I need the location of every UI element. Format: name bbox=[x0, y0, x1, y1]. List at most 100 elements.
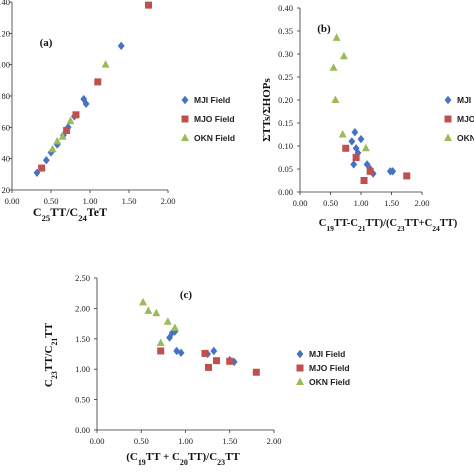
legend-marker-okn bbox=[181, 133, 189, 141]
data-point-mjo bbox=[205, 363, 213, 371]
data-point-mjo bbox=[201, 349, 209, 357]
x-tick-label: 1.00 bbox=[354, 198, 369, 208]
data-point-mji bbox=[210, 346, 218, 356]
data-point-okn bbox=[139, 297, 148, 306]
data-point-okn bbox=[144, 306, 153, 314]
x-tick-label: 1.00 bbox=[178, 436, 193, 446]
y-tick-label: 2.00 bbox=[75, 303, 90, 313]
data-point-okn bbox=[101, 60, 110, 68]
data-point-okn bbox=[361, 143, 370, 152]
x-tick-label: 0.00 bbox=[293, 198, 308, 208]
data-point-mji bbox=[33, 168, 41, 177]
legend-marker-okn bbox=[444, 133, 452, 141]
y-tick-label: 0.00 bbox=[75, 425, 90, 435]
y-tick-label: 120 bbox=[0, 28, 10, 38]
y-tick-label: 0.25 bbox=[278, 72, 293, 82]
x-tick-label: 2.00 bbox=[161, 196, 176, 206]
data-point-mji bbox=[173, 346, 181, 356]
y-tick-label: 0.50 bbox=[75, 395, 90, 405]
data-point-okn bbox=[58, 132, 67, 140]
y-tick-label: 0.00 bbox=[278, 187, 293, 197]
legend-label: MJI Field bbox=[457, 95, 474, 105]
data-point-okn bbox=[329, 63, 338, 71]
y-axis-title: ΣTTs/ΣHOPs bbox=[261, 78, 273, 142]
legend-label: OKN Field bbox=[457, 133, 474, 143]
x-tick-label: 2.00 bbox=[267, 436, 282, 446]
data-point-mjo bbox=[360, 177, 368, 184]
data-point-okn bbox=[338, 130, 347, 138]
data-point-okn bbox=[331, 95, 340, 103]
data-point-mjo bbox=[157, 347, 165, 355]
data-point-mjo bbox=[366, 167, 374, 175]
data-point-okn bbox=[48, 144, 57, 153]
data-point-mjo bbox=[403, 172, 411, 180]
panel-label: (a) bbox=[40, 37, 53, 49]
legend-marker-mjo bbox=[296, 364, 304, 372]
data-point-okn bbox=[152, 308, 161, 317]
data-point-mjo bbox=[252, 368, 260, 376]
y-tick-label: 40 bbox=[2, 154, 11, 164]
data-point-okn bbox=[66, 116, 75, 125]
x-tick-label: 1.00 bbox=[83, 196, 98, 206]
data-point-okn bbox=[339, 51, 348, 60]
y-tick-label: 0.35 bbox=[278, 26, 293, 36]
y-tick-label: 140 bbox=[0, 0, 10, 7]
y-tick-label: 0.10 bbox=[278, 141, 293, 151]
data-point-mjo bbox=[145, 1, 152, 9]
legend-label: MJI Field bbox=[194, 95, 230, 105]
data-point-okn bbox=[163, 317, 172, 325]
data-point-mji bbox=[350, 160, 358, 169]
x-axis-title: C19TT-C21TT)/(C23TT+C24TT) bbox=[319, 218, 458, 233]
x-tick-label: 0.50 bbox=[134, 436, 149, 446]
legend: MJI Field MJO Field OKN Field bbox=[181, 95, 235, 143]
data-point-mjo bbox=[352, 154, 360, 161]
panel-label: (b) bbox=[317, 23, 331, 35]
y-tick-label: 60 bbox=[2, 122, 11, 132]
y-tick-label: 0.20 bbox=[278, 95, 293, 105]
legend-label: OKN Field bbox=[194, 133, 235, 143]
data-point-mji bbox=[80, 94, 88, 104]
legend-marker-mjo bbox=[181, 115, 189, 123]
x-axis-title: C25TT/C24TeT bbox=[33, 205, 107, 223]
data-point-mjo bbox=[94, 78, 102, 86]
x-tick-label: 0.50 bbox=[44, 196, 59, 206]
y-tick-label: 0.40 bbox=[278, 3, 293, 13]
legend-marker-mji bbox=[296, 349, 304, 359]
panel-label: (c) bbox=[180, 289, 193, 301]
legend-marker-mji bbox=[444, 95, 452, 105]
x-tick-label: 1.50 bbox=[384, 198, 399, 208]
data-point-mjo bbox=[38, 164, 46, 172]
chart-panel-a: 0.00 0.50 1.00 1.50 2.00 20 40 60 80 100 120 140 (a)… bbox=[0, 0, 235, 223]
data-point-mjo bbox=[72, 111, 80, 119]
y-tick-label: 0.30 bbox=[278, 49, 293, 59]
legend: MJI Field MJO Field OKN Field bbox=[444, 95, 474, 143]
legend-label: MJO Field bbox=[457, 114, 474, 124]
legend-label: MJI Field bbox=[309, 349, 345, 359]
x-tick-label: 1.50 bbox=[122, 196, 137, 206]
data-point-mjo bbox=[226, 357, 234, 365]
y-tick-label: 1.00 bbox=[75, 364, 90, 374]
data-point-okn bbox=[170, 323, 179, 331]
data-point-mjo bbox=[63, 126, 71, 134]
data-point-okn bbox=[156, 338, 165, 347]
data-point-mji bbox=[389, 167, 397, 176]
x-tick-label: 0.00 bbox=[5, 196, 20, 206]
data-point-mjo bbox=[212, 357, 220, 365]
y-tick-label: 1.50 bbox=[75, 334, 90, 344]
x-tick-label: 2.00 bbox=[415, 198, 430, 208]
data-point-okn bbox=[332, 33, 341, 41]
legend-label: MJO Field bbox=[309, 363, 350, 373]
y-tick-label: 2.50 bbox=[75, 273, 90, 283]
data-point-mji bbox=[357, 134, 365, 144]
data-point-mji bbox=[117, 41, 125, 51]
x-tick-label: 1.50 bbox=[222, 436, 237, 446]
legend-marker-mjo bbox=[444, 115, 452, 123]
y-tick-label: 100 bbox=[0, 60, 10, 70]
data-point-mji bbox=[348, 137, 356, 146]
data-point-mjo bbox=[342, 144, 350, 152]
y-tick-label: 0.05 bbox=[278, 164, 293, 174]
legend-label: OKN Field bbox=[309, 377, 350, 387]
legend-marker-mji bbox=[181, 95, 189, 105]
x-tick-label: 0.00 bbox=[90, 436, 105, 446]
